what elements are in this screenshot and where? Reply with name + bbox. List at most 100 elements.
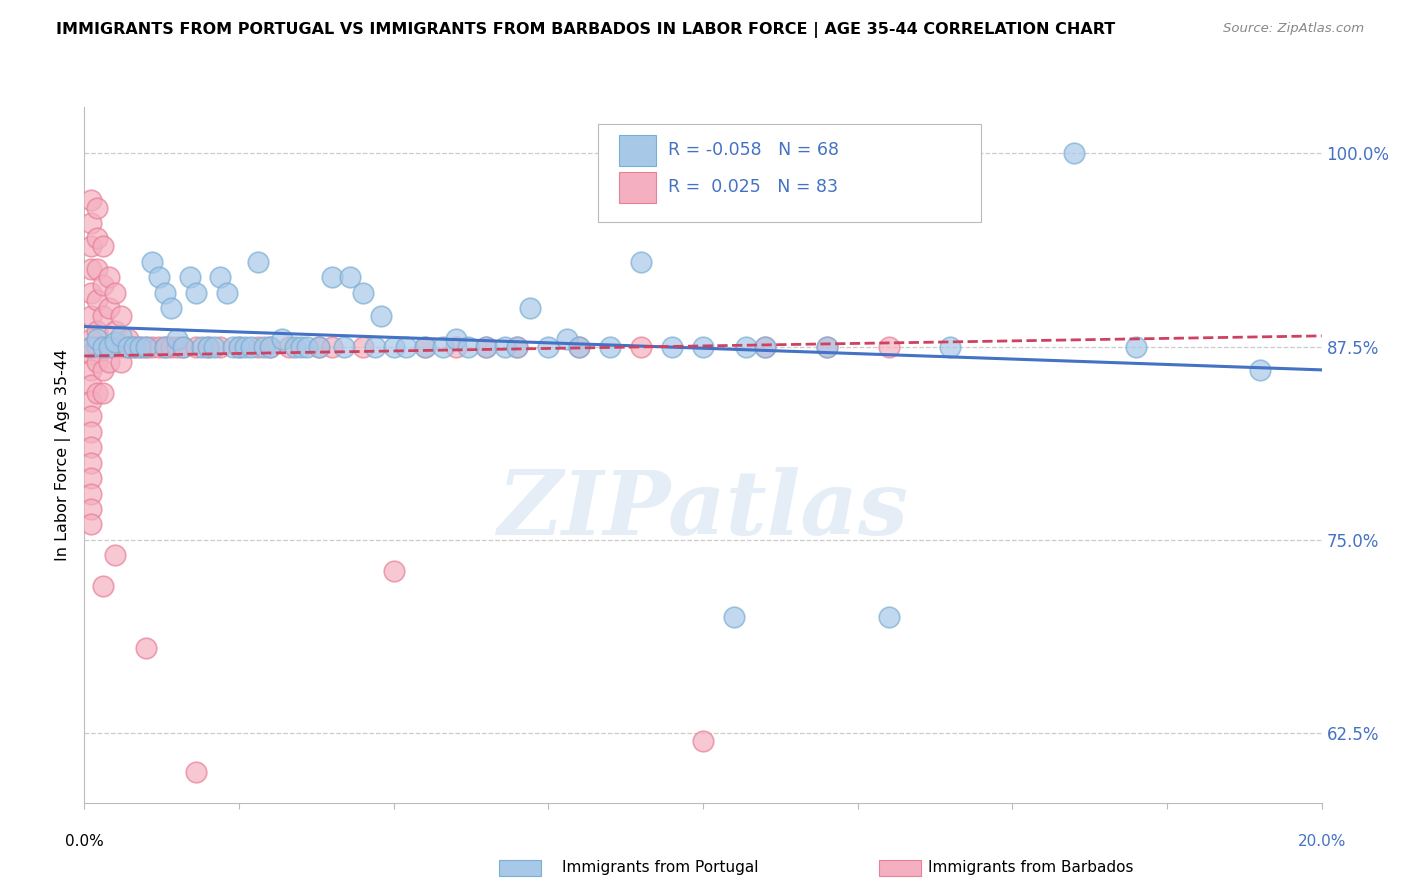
Point: [79, 340, 101, 354]
Point: [135, 641, 157, 656]
Point: [253, 340, 276, 354]
Point: [153, 340, 176, 354]
Text: Source: ZipAtlas.com: Source: ZipAtlas.com: [1223, 22, 1364, 36]
Point: [160, 340, 183, 354]
Point: [209, 270, 232, 285]
Point: [382, 340, 405, 354]
Point: [494, 340, 516, 354]
Point: [91, 579, 114, 593]
Point: [692, 734, 714, 748]
Point: [692, 340, 714, 354]
Point: [141, 340, 163, 354]
Point: [79, 340, 101, 354]
Point: [290, 340, 312, 354]
Point: [110, 340, 132, 354]
Point: [129, 340, 152, 354]
Point: [104, 285, 127, 300]
Point: [135, 340, 157, 354]
Point: [79, 486, 101, 500]
Point: [117, 340, 139, 354]
Point: [117, 332, 139, 346]
Point: [457, 340, 479, 354]
Point: [179, 270, 201, 285]
Point: [98, 355, 121, 369]
Point: [519, 301, 541, 315]
Point: [79, 262, 101, 277]
Point: [1125, 340, 1147, 354]
Point: [432, 340, 454, 354]
Point: [122, 340, 145, 354]
Point: [79, 193, 101, 207]
Point: [370, 309, 392, 323]
Point: [321, 340, 343, 354]
Point: [295, 340, 318, 354]
Point: [110, 309, 132, 323]
Point: [148, 340, 170, 354]
Point: [91, 340, 114, 354]
Point: [209, 340, 232, 354]
Point: [91, 239, 114, 253]
Point: [506, 340, 529, 354]
Point: [240, 340, 263, 354]
Point: [630, 254, 652, 268]
Point: [444, 332, 467, 346]
Point: [228, 340, 250, 354]
Point: [815, 340, 838, 354]
Point: [79, 502, 101, 516]
Point: [160, 301, 183, 315]
Point: [259, 340, 281, 354]
Point: [79, 471, 101, 485]
Point: [135, 340, 157, 354]
Point: [197, 340, 219, 354]
Bar: [619, 135, 657, 166]
Point: [79, 285, 101, 300]
Point: [630, 340, 652, 354]
Point: [259, 340, 281, 354]
Point: [233, 340, 256, 354]
Point: [939, 340, 962, 354]
Point: [352, 340, 374, 354]
Point: [129, 340, 152, 354]
Point: [191, 340, 214, 354]
Point: [166, 332, 188, 346]
Point: [79, 239, 101, 253]
Point: [568, 340, 591, 354]
Point: [215, 285, 238, 300]
Point: [86, 332, 108, 346]
Point: [79, 517, 101, 532]
Point: [91, 363, 114, 377]
Point: [723, 610, 745, 624]
Point: [172, 340, 194, 354]
Point: [110, 329, 132, 343]
Point: [148, 270, 170, 285]
Point: [202, 340, 225, 354]
Point: [86, 324, 108, 338]
Point: [153, 285, 176, 300]
Point: [184, 764, 207, 779]
Point: [79, 347, 101, 361]
Text: 0.0%: 0.0%: [65, 834, 104, 849]
Point: [754, 340, 776, 354]
Point: [104, 334, 127, 349]
Point: [104, 549, 127, 563]
Point: [339, 270, 361, 285]
Point: [277, 340, 299, 354]
Point: [141, 254, 163, 268]
Bar: [619, 172, 657, 203]
Point: [555, 332, 578, 346]
Point: [79, 309, 101, 323]
Point: [284, 340, 307, 354]
Point: [86, 386, 108, 401]
Point: [197, 340, 219, 354]
Point: [308, 340, 330, 354]
Point: [246, 340, 269, 354]
Point: [98, 340, 121, 354]
Point: [86, 293, 108, 308]
Point: [172, 340, 194, 354]
Point: [98, 301, 121, 315]
Point: [91, 277, 114, 292]
Point: [735, 340, 758, 354]
Point: [79, 425, 101, 439]
Point: [444, 340, 467, 354]
Point: [754, 340, 776, 354]
